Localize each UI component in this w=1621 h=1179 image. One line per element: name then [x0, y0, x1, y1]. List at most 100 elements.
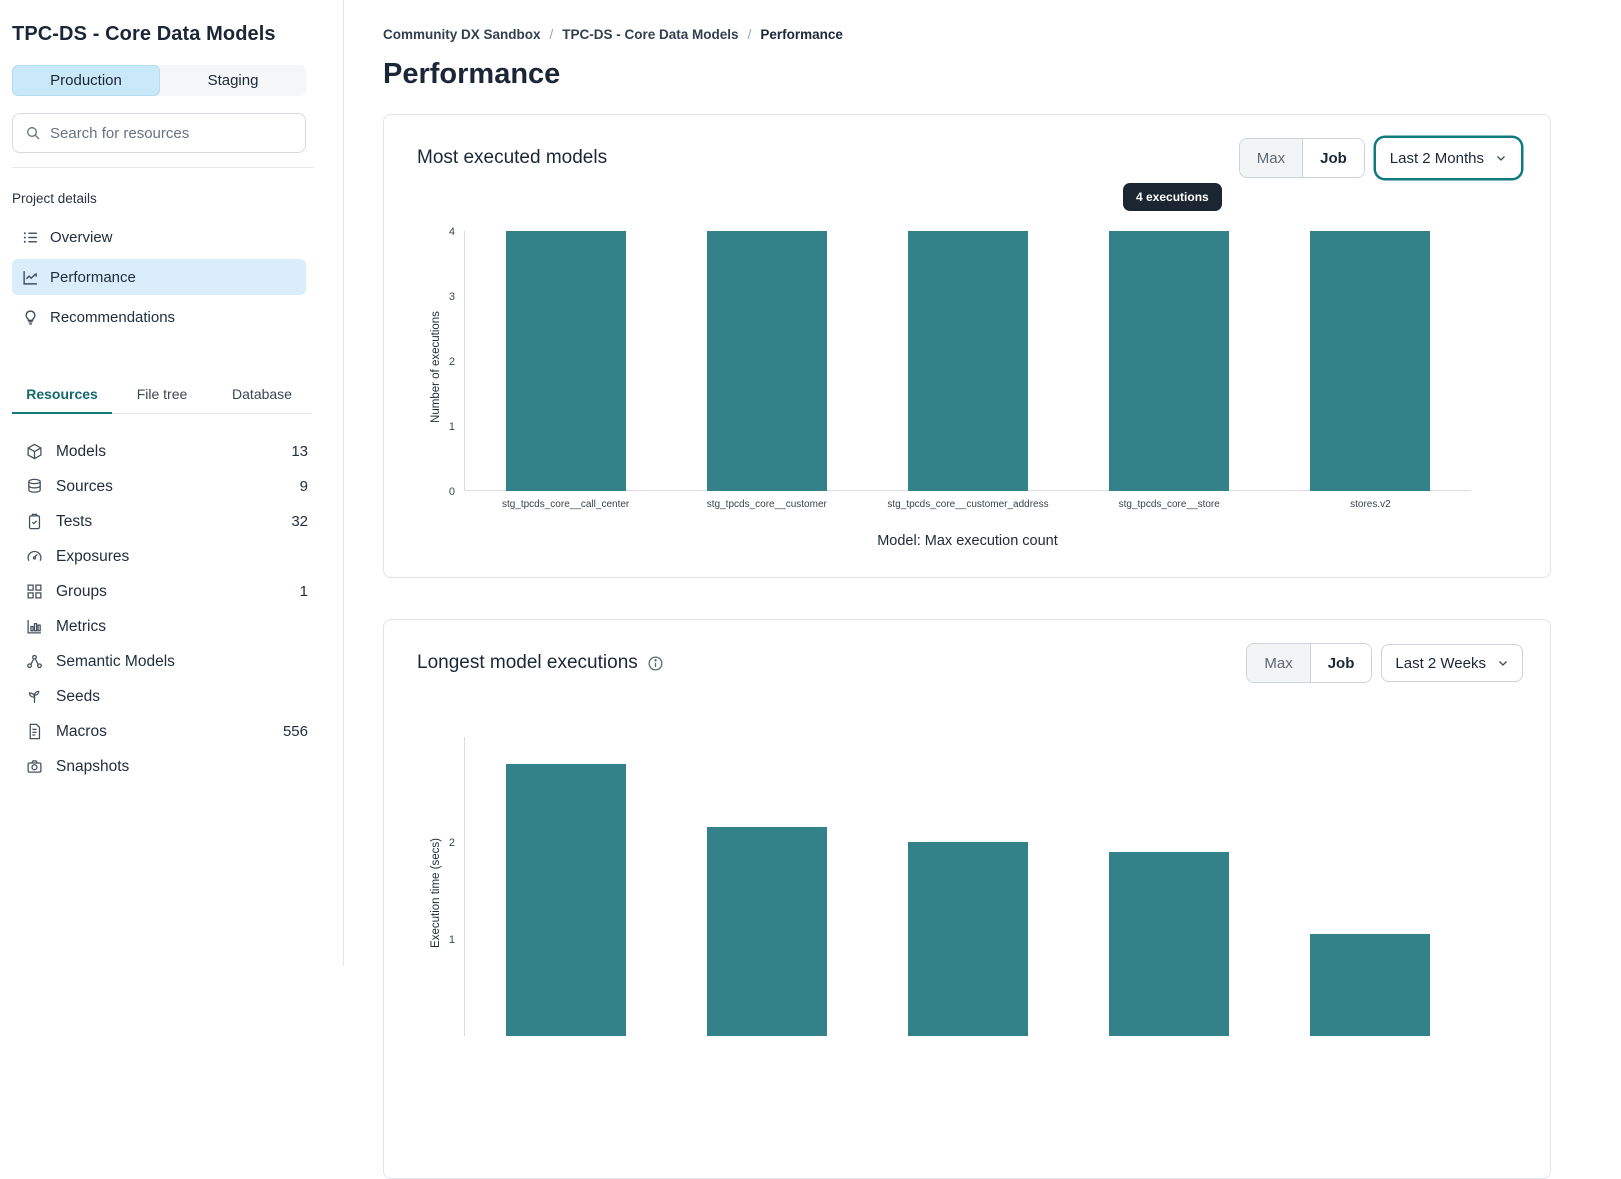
list-item-seeds[interactable]: Seeds [12, 679, 314, 714]
list-item-macros[interactable]: Macros 556 [12, 714, 314, 749]
max-button[interactable]: Max [1247, 644, 1311, 682]
project-nav: Overview Performance Recommendations [12, 219, 343, 335]
chevron-down-icon [1497, 657, 1509, 669]
chart-title: Longest model executions [417, 652, 664, 674]
count-badge: 9 [299, 478, 308, 495]
chart-controls: Max Job Last 2 Months [1238, 138, 1523, 178]
aggregation-toggle: Max Job [1238, 138, 1365, 178]
y-axis-line [464, 231, 465, 491]
breadcrumb: Community DX Sandbox / TPC-DS - Core Dat… [383, 27, 1621, 42]
search-input[interactable]: Search for resources [12, 113, 306, 153]
tab-resources[interactable]: Resources [12, 377, 112, 414]
count-badge: 556 [282, 723, 308, 740]
count-badge: 32 [291, 513, 308, 530]
x-tick-label: stores.v2 [1350, 499, 1391, 510]
job-button[interactable]: Job [1303, 139, 1364, 177]
bar-chart-icon [26, 618, 43, 635]
gauge-icon [26, 548, 43, 565]
bar-chart-executions: Number of executions stg_tpcds_core__cal… [430, 226, 1471, 549]
x-axis-title: Model: Max execution count [877, 533, 1058, 549]
grid-icon [26, 583, 43, 600]
y-axis-label: Execution time (secs) [430, 837, 442, 948]
document-icon [26, 723, 43, 740]
resource-list: Models 13 Sources 9 Tests 32 Exposures G… [12, 434, 343, 784]
bar[interactable] [465, 231, 666, 491]
x-tick-label: stg_tpcds_core__call_center [501, 499, 630, 510]
list-item-models[interactable]: Models 13 [12, 434, 314, 469]
y-tick-label: 0 [448, 486, 455, 498]
breadcrumb-separator: / [549, 27, 554, 42]
sidebar: TPC-DS - Core Data Models Production Sta… [0, 0, 344, 966]
clipboard-check-icon [26, 513, 43, 530]
chart-controls: Max Job Last 2 Weeks [1246, 643, 1523, 683]
search-icon [25, 125, 41, 141]
project-details-label: Project details [12, 191, 97, 206]
page-title: Performance [383, 58, 561, 90]
bars [465, 737, 1471, 1036]
x-tick-labels: stg_tpcds_core__call_center stg_tpcds_cor… [465, 499, 1471, 510]
breadcrumb-current: Performance [760, 27, 843, 42]
x-tick-label: stg_tpcds_core__store [1118, 499, 1220, 510]
database-icon [26, 478, 43, 495]
y-axis-label: Number of executions [430, 311, 442, 423]
bar[interactable] [465, 737, 666, 1036]
count-badge: 1 [299, 583, 308, 600]
list-icon [22, 229, 39, 246]
sidebar-divider [12, 167, 314, 168]
bar-chart-execution-time: Execution time (secs) 1 2 [430, 737, 1471, 1036]
list-item-semantic-models[interactable]: Semantic Models [12, 644, 314, 679]
x-tick-label: stg_tpcds_core__customer [706, 499, 827, 510]
sidebar-item-recommendations[interactable]: Recommendations [12, 299, 306, 335]
bar[interactable] [867, 231, 1068, 491]
sidebar-item-label: Recommendations [50, 308, 176, 326]
sidebar-item-performance[interactable]: Performance [12, 259, 306, 295]
job-button[interactable]: Job [1310, 644, 1372, 682]
aggregation-toggle: Max Job [1246, 643, 1373, 683]
resource-tabs: Resources File tree Database [12, 377, 312, 414]
main-content: Community DX Sandbox / TPC-DS - Core Dat… [344, 0, 1621, 1179]
env-tab-staging[interactable]: Staging [207, 72, 259, 89]
list-item-exposures[interactable]: Exposures [12, 539, 314, 574]
chart-tooltip: 4 executions [1123, 183, 1222, 211]
cube-icon [26, 443, 43, 460]
sidebar-item-overview[interactable]: Overview [12, 219, 306, 255]
tab-file-tree[interactable]: File tree [136, 386, 188, 402]
card-longest-model-executions: Longest model executions Max Job Last 2 … [383, 619, 1551, 1179]
y-tick-label: 3 [448, 291, 455, 303]
environment-toggle: Production Staging [12, 65, 306, 96]
list-item-metrics[interactable]: Metrics [12, 609, 314, 644]
bar[interactable] [1069, 737, 1270, 1036]
y-tick-label: 2 [448, 356, 455, 368]
y-tick-label: 2 [448, 837, 455, 849]
time-range-dropdown[interactable]: Last 2 Weeks [1381, 644, 1523, 682]
info-icon[interactable] [647, 655, 664, 672]
sprout-icon [26, 688, 43, 705]
breadcrumb-project[interactable]: TPC-DS - Core Data Models [562, 27, 739, 42]
bar[interactable] [666, 231, 867, 491]
y-tick-label: 1 [448, 421, 455, 433]
y-tick-label: 4 [448, 226, 455, 238]
bar[interactable] [1069, 231, 1270, 491]
bar[interactable] [867, 737, 1068, 1036]
tab-database[interactable]: Database [232, 386, 292, 402]
list-item-sources[interactable]: Sources 9 [12, 469, 314, 504]
bar[interactable] [666, 737, 867, 1036]
max-button[interactable]: Max [1239, 139, 1304, 177]
breadcrumb-separator: / [747, 27, 752, 42]
list-item-snapshots[interactable]: Snapshots [12, 749, 314, 784]
env-tab-production[interactable]: Production [12, 65, 160, 96]
nodes-icon [26, 653, 43, 670]
y-tick-label: 1 [448, 934, 455, 946]
sidebar-item-label: Performance [50, 268, 136, 286]
card-most-executed-models: Most executed models Max Job Last 2 Mont… [383, 114, 1551, 578]
sidebar-item-label: Overview [50, 228, 113, 246]
chart-title: Most executed models [417, 147, 608, 168]
bar[interactable] [1270, 737, 1471, 1036]
list-item-groups[interactable]: Groups 1 [12, 574, 314, 609]
list-item-tests[interactable]: Tests 32 [12, 504, 314, 539]
search-placeholder: Search for resources [50, 124, 190, 142]
time-range-dropdown[interactable]: Last 2 Months [1376, 139, 1520, 177]
bar[interactable] [1270, 231, 1471, 491]
project-title: TPC-DS - Core Data Models [12, 23, 276, 45]
breadcrumb-account[interactable]: Community DX Sandbox [383, 27, 541, 42]
